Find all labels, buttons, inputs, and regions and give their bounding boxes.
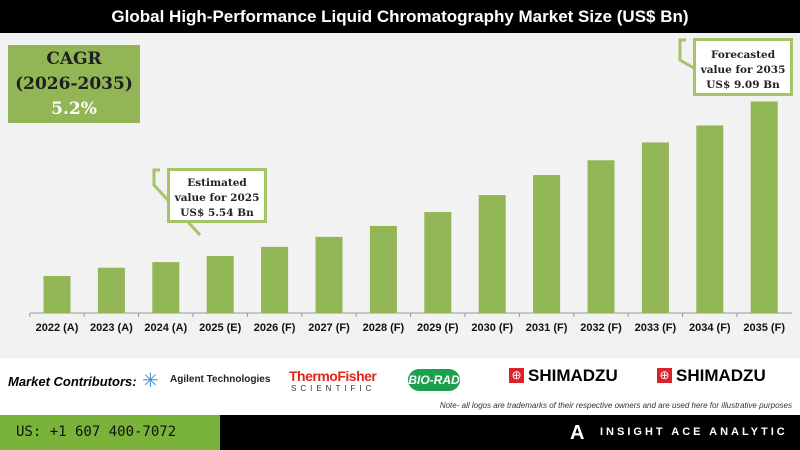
logo-thermofisher: ThermoFisher [289,368,377,384]
logo-shimadzu: SHIMADZU [528,366,618,385]
logo-biorad: BIO-RAD [408,369,460,391]
bar-2032 (F) [587,160,615,313]
shimadzu-mark-icon: ⊕ [657,368,672,383]
x-tick-label: 2030 (F) [471,322,513,334]
contributors-label: Market Contributors: [8,374,137,389]
bar-2026 (F) [261,246,289,313]
agilent-spark-icon: ✳ [142,370,159,392]
bar-2022 (A) [43,276,71,313]
bar-2027 (F) [315,236,343,313]
callout-line: US$ 9.09 Bn [706,79,780,91]
shimadzu-mark-icon: ⊕ [509,368,524,383]
bar-2025 (E) [206,256,234,313]
cagr-box: CAGR (2026-2035) 5.2% [8,45,140,123]
x-tick-label: 2022 (A) [36,322,79,334]
x-tick-label: 2026 (F) [254,322,296,334]
cagr-label: CAGR [46,49,102,69]
callout-line: value for 2035 [700,64,786,76]
x-tick-label: 2034 (F) [689,322,731,334]
logo-shimadzu: SHIMADZU [676,366,766,385]
x-tick-label: 2025 (E) [199,322,242,334]
bar-2031 (F) [533,175,561,313]
forecast-callout: Forecasted value for 2035 US$ 9.09 Bn [693,38,793,96]
callout-line: value for 2025 [174,192,260,204]
estimated-callout: Estimated value for 2025 US$ 5.54 Bn [167,168,267,223]
x-tick-label: 2031 (F) [526,322,568,334]
cagr-value: 5.2% [51,99,97,119]
contributors-strip: Market Contributors: ✳ Agilent Technolog… [0,360,800,415]
x-tick-label: 2033 (F) [635,322,677,334]
bar-2023 (A) [97,267,125,313]
bar-chart: 2022 (A) 2023 (A) 2024 (A) 2025 (E) 2026 (F)… [29,38,792,334]
x-tick-label: 2024 (A) [144,322,187,334]
trademark-note: Note- all logos are trademarks of their … [439,401,792,410]
bar-2035 (F) [750,101,778,313]
x-tick-label: 2028 (F) [363,322,405,334]
bar-2034 (F) [696,125,724,313]
phone-number: US: +1 607 400-7072 [0,415,220,450]
brand-logo-icon: A [570,422,585,444]
cagr-period: (2026-2035) [15,74,133,94]
chart-title: Global High-Performance Liquid Chromatog… [0,0,800,33]
brand-name: INSIGHT ACE ANALYTIC [600,426,788,438]
x-tick-label: 2032 (F) [580,322,622,334]
callout-line: Forecasted [710,49,776,61]
footer: US: +1 607 400-7072 A INSIGHT ACE ANALYT… [0,415,800,450]
x-tick-label: 2023 (A) [90,322,133,334]
callout-line: Estimated [187,177,247,189]
bar-2033 (F) [641,142,669,313]
bar-2024 (A) [152,262,180,313]
callout-line: US$ 5.54 Bn [180,207,254,219]
bar-2030 (F) [478,195,506,313]
x-tick-label: 2029 (F) [417,322,459,334]
bar-2029 (F) [424,212,452,313]
bar-2028 (F) [369,225,397,313]
logo-agilent: Agilent Technologies [170,374,271,385]
logo-thermofisher-sub: SCIENTIFIC [291,384,376,393]
x-tick-label: 2027 (F) [308,322,350,334]
x-tick-label: 2035 (F) [743,322,785,334]
